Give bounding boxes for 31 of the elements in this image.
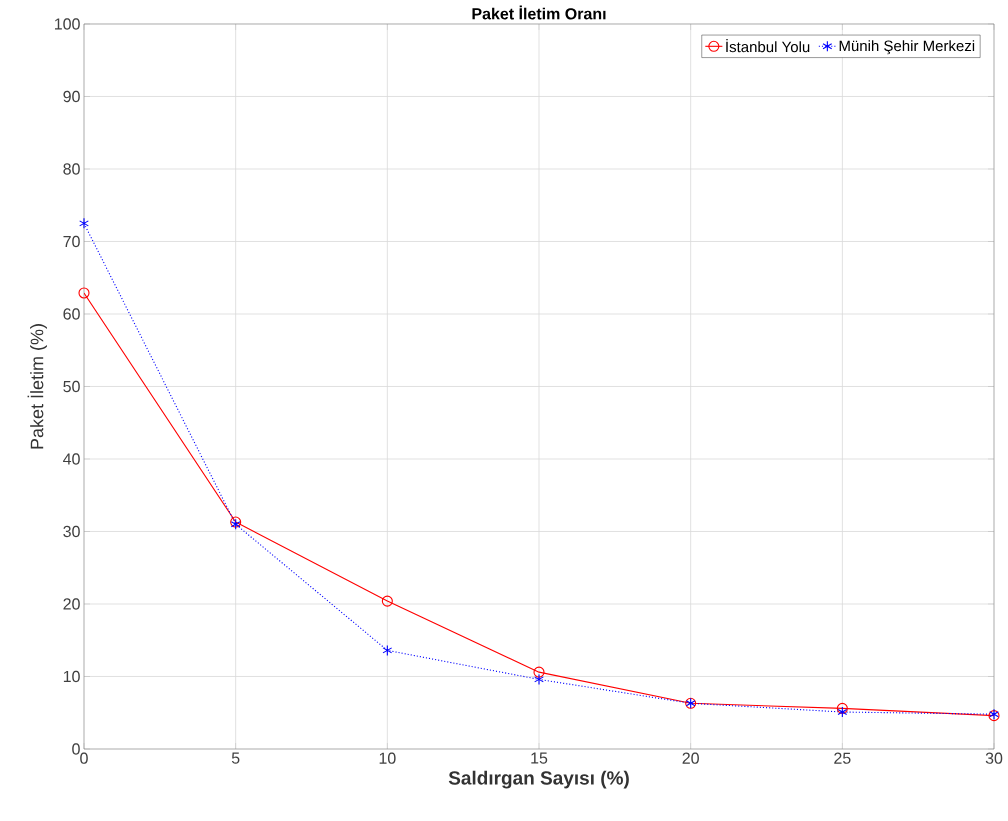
y-tick-label: 60 — [63, 308, 80, 320]
x-tick-label: 0 — [80, 752, 88, 764]
y-tick-label: 70 — [63, 235, 80, 248]
y-tick-label: 20 — [63, 598, 80, 610]
legend-label: İstanbul Yolu — [726, 39, 810, 53]
point — [534, 673, 544, 685]
y-tick-label: 50 — [63, 380, 80, 393]
y-tick-label: 80 — [63, 163, 80, 175]
legend-label: Münih Şehir Merkezi — [839, 40, 975, 55]
point — [78, 287, 90, 299]
point — [381, 595, 393, 607]
chart-title: Paket İletim Oranı — [472, 5, 606, 20]
x-tick-label: 20 — [682, 752, 699, 764]
point — [533, 666, 545, 678]
point — [836, 702, 848, 714]
x-tick-label: 5 — [231, 752, 240, 764]
y-tick-label: 10 — [63, 670, 80, 683]
y-tick-label: 100 — [55, 18, 80, 30]
point — [79, 217, 89, 229]
point — [382, 644, 393, 656]
y-axis-title: Paket İletim (%) — [27, 324, 47, 449]
y-tick-label: 40 — [63, 453, 80, 465]
y-tick-label: 0 — [72, 743, 80, 755]
x-tick-label: 10 — [379, 752, 396, 764]
x-tick-label: 15 — [531, 752, 548, 764]
y-tick-label: 90 — [63, 90, 80, 103]
point — [837, 706, 848, 718]
x-tick-label: 30 — [985, 752, 1003, 764]
x-axis-title: Saldırgan Sayısı (%) — [448, 770, 629, 789]
y-tick-label: 30 — [63, 525, 80, 538]
x-tick-label: 25 — [834, 752, 851, 764]
